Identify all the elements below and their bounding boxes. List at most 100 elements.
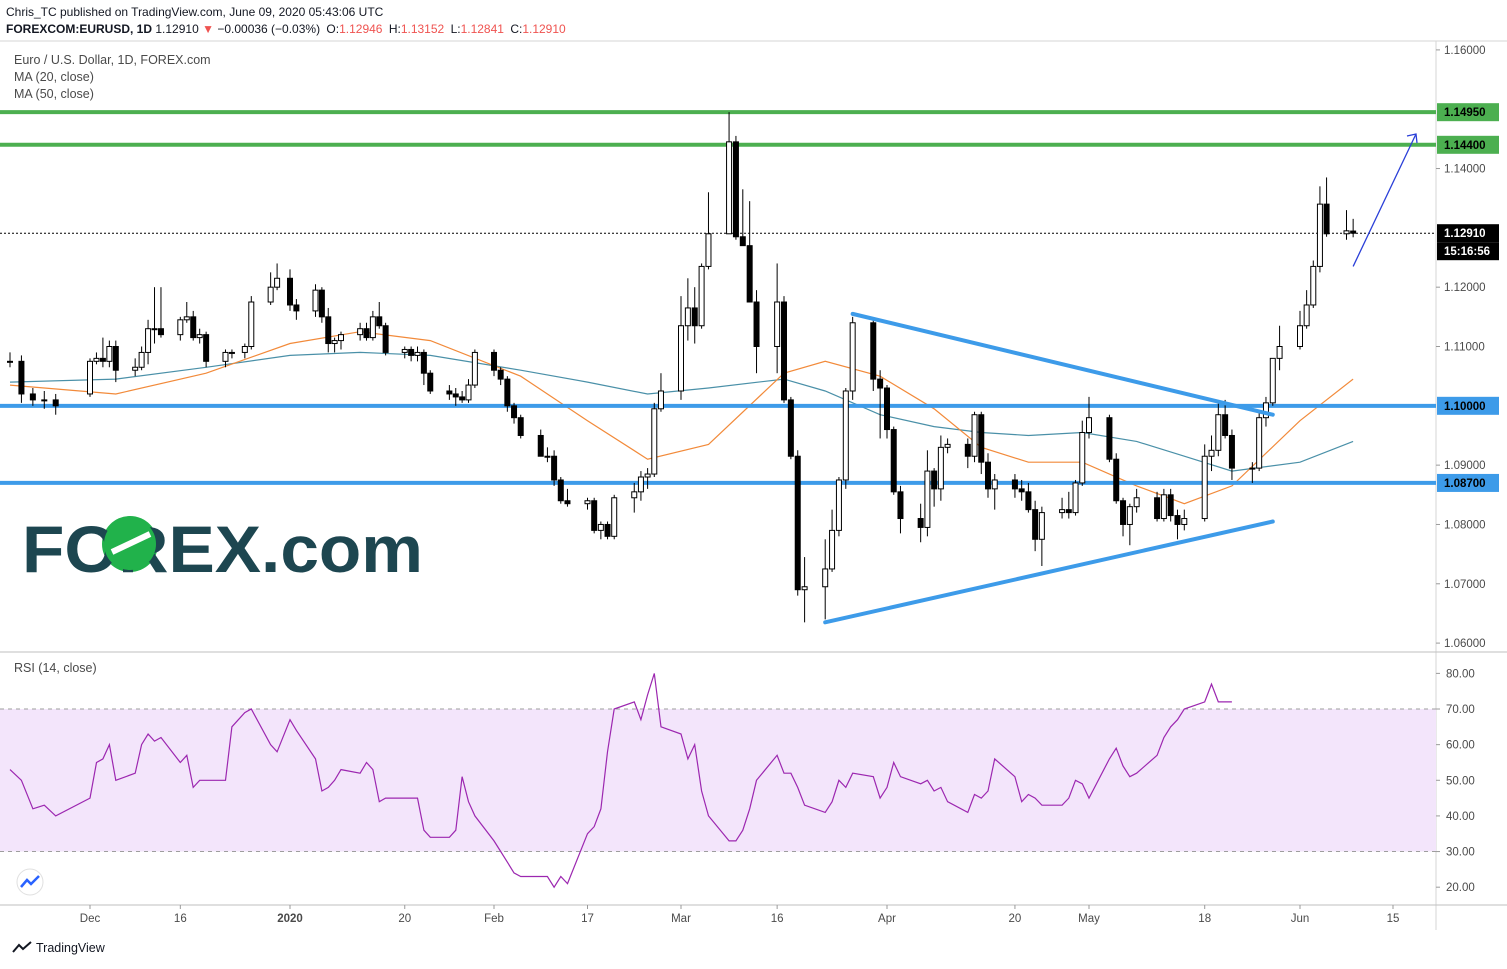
symbol-name: FOREXCOM:EURUSD, 1D [6, 22, 153, 36]
candle [597, 521, 604, 540]
level-label-box [1437, 473, 1499, 492]
candle-body [420, 351, 427, 374]
candle [537, 429, 544, 457]
legend-title: Euro / U.S. Dollar, 1D, FOREX.com [14, 53, 211, 67]
trendlines[interactable] [823, 133, 1418, 625]
candle [897, 485, 904, 534]
candle-body [414, 351, 421, 356]
tradingview-brand: TradingView [36, 941, 105, 955]
candle-body [99, 357, 106, 362]
horizontal-levels[interactable]: 1.14950 1.14400 1.10000 1.08700 1.12910 15:16… [0, 103, 1499, 492]
candle-body [924, 470, 931, 528]
candle-body [1106, 417, 1113, 460]
candle-body [157, 328, 164, 336]
axes: 1.16000 1.14000 1.12000 1.11000 1.09000 1.080… [80, 45, 1486, 925]
candle [1256, 411, 1263, 472]
candlesticks [7, 112, 1357, 623]
candle-body [357, 328, 364, 336]
candle [991, 474, 998, 510]
candle-body [196, 334, 203, 339]
candle-body [691, 307, 698, 327]
candle [822, 539, 829, 620]
candle-body [1167, 494, 1174, 517]
candle-body [52, 399, 59, 407]
candle [1072, 479, 1079, 516]
candle-body [408, 348, 415, 356]
candle [459, 390, 466, 403]
candle [591, 497, 598, 534]
candle [408, 346, 415, 362]
triangle-upper-trendline[interactable] [850, 311, 1275, 417]
low-value: 1.12841 [460, 22, 504, 36]
price-tick-label: 1.14000 [1444, 164, 1486, 176]
time-tick-label: Jun [1291, 913, 1310, 925]
candle [657, 373, 664, 412]
candle-body [1297, 325, 1303, 347]
countdown-label: 15:16:56 [1444, 246, 1490, 258]
candle [1269, 357, 1276, 406]
projection-arrow-line[interactable] [1352, 133, 1417, 267]
legend-ma50[interactable]: MA (50, close) [14, 87, 94, 101]
candle [1181, 509, 1188, 531]
candle-body [944, 443, 951, 448]
candle-body [991, 479, 998, 490]
rsi-tick-label: 60.00 [1446, 740, 1475, 752]
candle [1154, 491, 1161, 522]
candle [651, 402, 658, 478]
candle [705, 192, 712, 270]
candle-body [591, 500, 598, 531]
candle-body [228, 351, 235, 354]
candle-body [459, 396, 466, 401]
candle [145, 319, 152, 365]
candle-body [985, 461, 991, 490]
candle-body [1310, 265, 1317, 306]
time-tick-label: 16 [771, 913, 784, 925]
candle-body [544, 455, 551, 458]
candle-body [877, 378, 884, 389]
candle [363, 322, 370, 341]
candle-body [376, 316, 383, 327]
candle-body [1025, 491, 1032, 511]
candle [29, 388, 36, 406]
candle-body [151, 328, 158, 331]
candle [884, 385, 890, 439]
rsi-legend[interactable]: RSI (14, close) [14, 661, 97, 675]
candle-body [1208, 449, 1215, 457]
candle [1215, 402, 1222, 457]
candle [1316, 186, 1323, 273]
candle [471, 349, 478, 389]
candle [931, 468, 938, 507]
legend-ma20[interactable]: MA (20, close) [14, 70, 94, 84]
triangle-lower-trendline[interactable] [823, 519, 1275, 625]
candle-body [132, 366, 139, 371]
candle-body [849, 322, 856, 392]
chart-header: Chris_TC published on TradingView.com, J… [6, 4, 566, 38]
candle [801, 557, 808, 623]
publisher-line: Chris_TC published on TradingView.com, J… [6, 5, 384, 19]
price-tick-label: 1.06000 [1444, 638, 1486, 650]
level-label: 1.08700 [1444, 478, 1486, 490]
candle [564, 488, 571, 507]
candle-body [726, 141, 733, 235]
candle [937, 435, 944, 501]
candle [774, 263, 781, 374]
candle-body [978, 414, 985, 463]
candle-body [1032, 509, 1039, 540]
candle [1126, 503, 1133, 546]
close-value: 1.12910 [522, 22, 566, 36]
candle [1297, 310, 1303, 350]
candle-body [427, 372, 434, 392]
candle [312, 284, 319, 317]
time-tick-label: 15 [1387, 913, 1400, 925]
current-price: 1.12910 [155, 22, 199, 36]
candle [267, 272, 274, 305]
candle-body [87, 360, 93, 395]
time-tick-label: 2020 [277, 913, 303, 925]
candle-body [931, 470, 938, 490]
candle-body [177, 319, 184, 336]
candle-body [746, 245, 753, 303]
tradingview-footer[interactable]: TradingView [12, 941, 105, 955]
candle [1276, 325, 1283, 371]
candle [401, 346, 408, 359]
